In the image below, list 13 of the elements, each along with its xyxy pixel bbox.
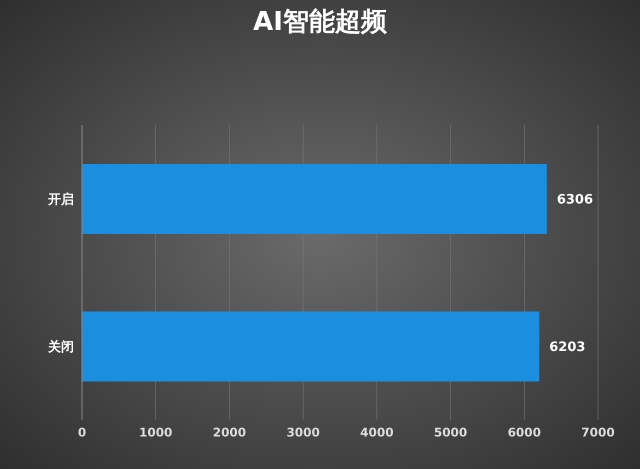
x-tick-label: 3000: [286, 426, 320, 440]
y-tick-label: 开启: [47, 191, 74, 208]
data-label: 6306: [556, 192, 594, 208]
x-tick-label: 5000: [434, 426, 468, 440]
chart-title: AI智能超频: [252, 6, 388, 39]
x-tick-label: 6000: [508, 426, 541, 440]
x-tick-label: 7000: [581, 426, 615, 440]
x-tick-label: 2000: [212, 426, 246, 440]
y-tick-label: 关闭: [47, 338, 74, 355]
x-tick-label: 4000: [360, 426, 394, 440]
data-label: 6203: [549, 340, 586, 356]
x-tick-label: 0: [78, 426, 86, 440]
x-tick-label: 1000: [139, 426, 172, 440]
